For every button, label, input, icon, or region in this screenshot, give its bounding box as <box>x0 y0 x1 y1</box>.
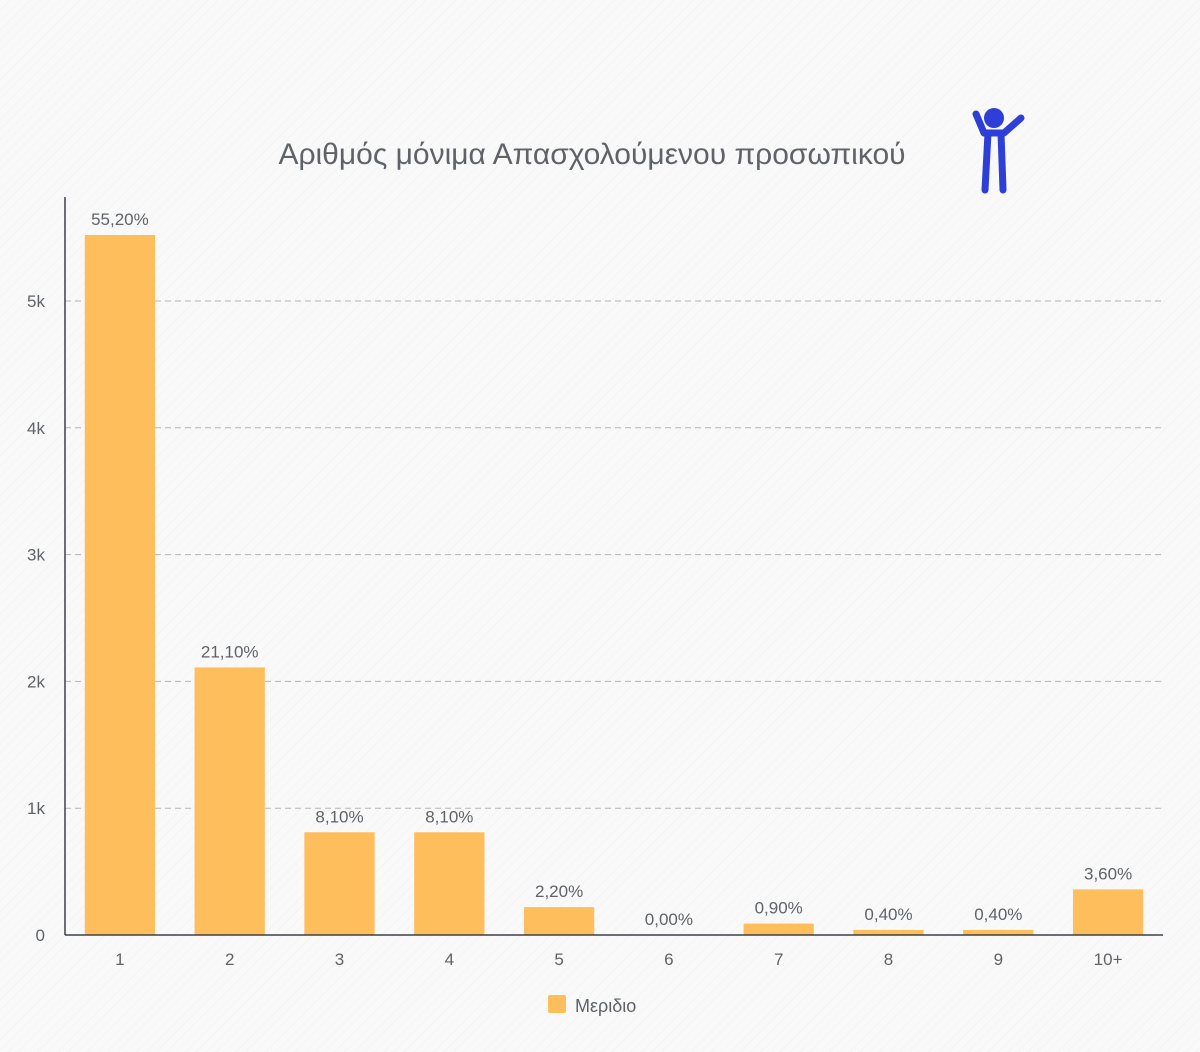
bar <box>414 832 485 935</box>
x-tick-label: 3 <box>335 950 344 969</box>
y-tick-label: 2k <box>27 672 45 691</box>
x-tick-label: 4 <box>445 950 454 969</box>
axes <box>64 197 1163 936</box>
data-label: 0,40% <box>974 905 1022 924</box>
x-tick-label: 6 <box>664 950 673 969</box>
y-tick-label: 0 <box>36 926 45 945</box>
bar <box>84 235 156 935</box>
x-tick-label: 8 <box>884 950 893 969</box>
data-label: 21,10% <box>201 642 259 661</box>
person-cheering-icon <box>972 108 1025 194</box>
data-label: 3,60% <box>1084 864 1132 883</box>
y-tick-label: 4k <box>27 419 45 438</box>
y-axis-ticks: 0 1k 2k 3k 4k 5k <box>27 292 45 945</box>
data-label: 0,90% <box>755 899 803 918</box>
y-tick-label: 1k <box>27 799 45 818</box>
data-label: 0,00% <box>645 910 693 929</box>
bar <box>853 929 924 935</box>
data-label: 8,10% <box>425 807 473 826</box>
y-tick-label: 5k <box>27 292 45 311</box>
bar <box>523 907 595 935</box>
bar <box>743 923 814 935</box>
x-tick-label: 1 <box>115 950 124 969</box>
chart-title: Αριθμός μόνιμα Απασχολούμενου προσωπικού <box>278 138 905 171</box>
x-tick-label: 9 <box>994 950 1003 969</box>
bars <box>84 235 1144 935</box>
bar <box>1072 889 1144 935</box>
x-tick-label: 5 <box>554 950 563 969</box>
data-label: 2,20% <box>535 882 583 901</box>
data-label: 55,20% <box>91 210 149 229</box>
bar <box>194 667 265 935</box>
legend: Μεριδιο <box>548 995 636 1016</box>
data-label: 0,40% <box>864 905 912 924</box>
legend-label: Μεριδιο <box>575 996 636 1016</box>
x-tick-label: 7 <box>774 950 783 969</box>
x-tick-label: 2 <box>225 950 234 969</box>
bar <box>304 832 375 935</box>
legend-swatch <box>548 995 566 1013</box>
x-tick-label: 10+ <box>1094 950 1123 969</box>
x-axis-ticks: 1 2 3 4 5 6 7 8 9 10+ <box>115 950 1122 969</box>
data-labels: 55,20% 21,10% 8,10% 8,10% 2,20% 0,00% 0,90% 0,4… <box>91 210 1132 929</box>
y-tick-label: 3k <box>27 546 45 565</box>
bar <box>963 929 1034 935</box>
data-label: 8,10% <box>315 807 363 826</box>
